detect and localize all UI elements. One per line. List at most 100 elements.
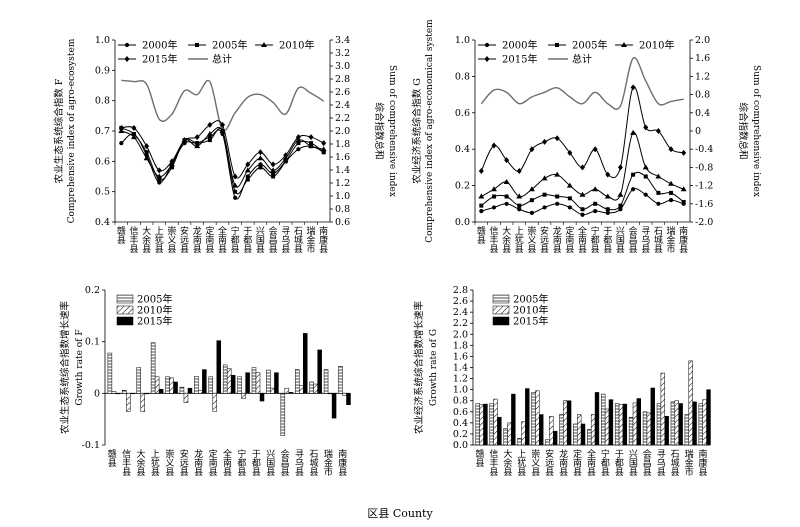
legend-marker bbox=[124, 42, 130, 48]
x-tick-label-char: 县 bbox=[281, 244, 290, 255]
bar bbox=[179, 386, 185, 394]
legend-item: 2010年 bbox=[615, 39, 674, 52]
x-tick-label-char: 县 bbox=[477, 235, 486, 246]
y-axis-title-cn: 农业经济系统综合指数增长速率 bbox=[413, 301, 425, 435]
x-tick-label-char: 金 bbox=[324, 457, 333, 469]
data-point bbox=[541, 175, 548, 181]
x-tick-label-char: 康 bbox=[338, 457, 347, 469]
y-right-tick-label: 1.2 bbox=[335, 178, 350, 189]
y-tick-label: 1.2 bbox=[453, 374, 468, 385]
bar bbox=[475, 403, 480, 446]
legend-label: 2015年 bbox=[502, 53, 537, 66]
legend-item: 2005年 bbox=[548, 39, 607, 52]
y-tick-label: 2.4 bbox=[453, 307, 468, 318]
bar bbox=[702, 399, 707, 446]
x-tick-label-char: 龙 bbox=[194, 448, 203, 460]
data-point bbox=[308, 143, 315, 149]
data-point bbox=[529, 198, 534, 203]
y-tick-label: 1.8 bbox=[453, 340, 468, 351]
data-point bbox=[270, 161, 276, 168]
y-tick-label: 1.0 bbox=[455, 35, 470, 46]
x-tick-label-char: 犹 bbox=[151, 458, 160, 469]
bar bbox=[580, 423, 586, 446]
legend-label: 2010年 bbox=[137, 304, 172, 317]
x-tick-label-char: 都 bbox=[243, 235, 252, 246]
bar bbox=[566, 400, 572, 446]
x-tick-label: 寻乌县 bbox=[295, 449, 304, 478]
data-point bbox=[490, 186, 497, 192]
x-tick-label: 信丰县 bbox=[489, 448, 498, 478]
bar bbox=[594, 392, 600, 446]
data-point bbox=[130, 134, 137, 140]
x-tick-label-char: 丰 bbox=[489, 234, 498, 246]
x-tick-label-char: 于 bbox=[615, 449, 624, 460]
x-tick-label: 宁都县 bbox=[591, 225, 600, 255]
x-tick-label: 信丰县 bbox=[489, 225, 498, 255]
legend-item: 总计 bbox=[188, 53, 232, 66]
x-tick-label: 瑞金市 bbox=[307, 225, 316, 255]
x-tick-label-char: 市 bbox=[307, 243, 316, 255]
data-point bbox=[206, 131, 213, 137]
x-tick-label: 石城县 bbox=[654, 227, 663, 255]
x-tick-label: 大余县 bbox=[142, 225, 151, 255]
data-point bbox=[232, 182, 239, 188]
x-tick-label: 宁都县 bbox=[601, 448, 610, 478]
x-tick-label-char: 昌 bbox=[269, 235, 278, 246]
x-tick-label: 赣县 bbox=[108, 448, 117, 469]
data-point bbox=[542, 138, 548, 145]
x-tick-label-char: 县 bbox=[165, 467, 174, 478]
x-tick-label-char: 瑞 bbox=[685, 448, 694, 460]
x-tick-label-char: 都 bbox=[615, 458, 624, 469]
data-point bbox=[194, 134, 200, 141]
legend-label: 2005年 bbox=[212, 39, 247, 52]
x-tick-label-char: 县 bbox=[527, 244, 536, 255]
bar bbox=[251, 367, 257, 394]
bar bbox=[245, 372, 250, 394]
series-2010年 bbox=[118, 126, 327, 188]
x-tick-label-char: 国 bbox=[616, 235, 625, 246]
x-tick-label-char: 县 bbox=[591, 244, 600, 255]
data-point bbox=[131, 132, 136, 137]
x-tick-label: 龙南县 bbox=[553, 225, 562, 255]
bar bbox=[237, 376, 242, 394]
data-point bbox=[157, 177, 162, 182]
bar bbox=[346, 393, 351, 405]
x-tick-label-char: 安 bbox=[180, 225, 189, 237]
x-tick-label: 定南县 bbox=[565, 225, 574, 255]
data-point bbox=[630, 187, 636, 192]
x-tick-label-char: 定 bbox=[565, 225, 574, 237]
data-point bbox=[592, 146, 598, 153]
bar bbox=[674, 400, 679, 446]
legend-swatch bbox=[492, 305, 510, 315]
legend-item: 2015年 bbox=[492, 315, 548, 328]
x-tick-label-char: 于 bbox=[243, 226, 252, 237]
series-line bbox=[481, 171, 684, 211]
x-tick-label-char: 都 bbox=[603, 235, 612, 246]
x-tick-label-char: 县 bbox=[223, 467, 232, 478]
x-tick-label-char: 县 bbox=[218, 244, 227, 255]
x-tick-label-char: 余 bbox=[503, 457, 512, 469]
series-line bbox=[121, 127, 324, 195]
x-tick-label: 石城县 bbox=[309, 450, 318, 478]
x-tick-label-char: 县 bbox=[269, 244, 278, 255]
panel_F: 2000年 2005年 2010年 2015年 总计 bbox=[112, 39, 333, 225]
data-point bbox=[491, 194, 496, 199]
bar bbox=[150, 342, 156, 394]
x-tick-label-char: 县 bbox=[167, 244, 176, 255]
bar bbox=[622, 403, 628, 446]
x-tick-label-char: 信 bbox=[122, 448, 131, 460]
data-point bbox=[554, 135, 560, 142]
data-point bbox=[555, 194, 560, 199]
y-right-tick-label: 2.8 bbox=[335, 74, 350, 85]
x-tick-label-char: 南 bbox=[553, 234, 562, 246]
bar bbox=[241, 393, 246, 399]
bar bbox=[255, 372, 261, 394]
x-tick-label-char: 大 bbox=[503, 448, 512, 460]
x-tick-label-char: 定 bbox=[209, 448, 218, 460]
data-point bbox=[503, 178, 510, 184]
y-tick-label: 0.8 bbox=[453, 396, 468, 407]
x-tick-label-char: 石 bbox=[309, 450, 318, 460]
data-point bbox=[144, 150, 149, 155]
legend-marker bbox=[555, 43, 559, 47]
data-point bbox=[479, 203, 484, 208]
